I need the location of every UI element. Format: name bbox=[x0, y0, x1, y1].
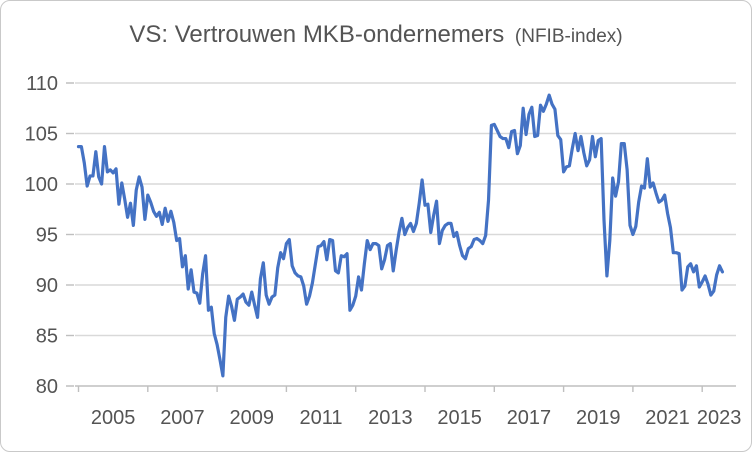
y-axis-tick-label: 110 bbox=[26, 73, 58, 95]
y-axis-tick-label: 80 bbox=[36, 376, 58, 398]
chart-title-suffix: (NFIB-index) bbox=[514, 26, 623, 47]
y-axis-tick-label: 85 bbox=[36, 326, 58, 348]
x-axis-tick-label: 2011 bbox=[300, 407, 343, 429]
y-axis-tick-label: 105 bbox=[25, 124, 58, 146]
x-axis-tick-label: 2017 bbox=[507, 407, 552, 429]
y-axis-tick-label: 100 bbox=[25, 174, 58, 196]
x-axis-tick-label: 2021 bbox=[645, 407, 690, 429]
y-axis-tick-label: 95 bbox=[36, 225, 58, 247]
x-axis-tick-label: 2019 bbox=[576, 407, 621, 429]
chart-title: VS: Vertrouwen MKB-ondernemers (NFIB-ind… bbox=[1, 21, 751, 48]
data-series-line bbox=[76, 93, 725, 378]
chart-title-main: VS: Vertrouwen MKB-ondernemers bbox=[129, 21, 505, 48]
x-axis-tick-label: 2023 bbox=[697, 407, 742, 429]
x-axis-tick-label: 2013 bbox=[368, 407, 413, 429]
y-axis-tick-label: 90 bbox=[36, 275, 58, 297]
x-axis-tick-label: 2007 bbox=[160, 407, 205, 429]
x-axis-tick-label: 2015 bbox=[437, 407, 482, 429]
x-axis-tick-label: 2009 bbox=[230, 407, 275, 429]
x-axis-tick-label: 2005 bbox=[91, 407, 136, 429]
